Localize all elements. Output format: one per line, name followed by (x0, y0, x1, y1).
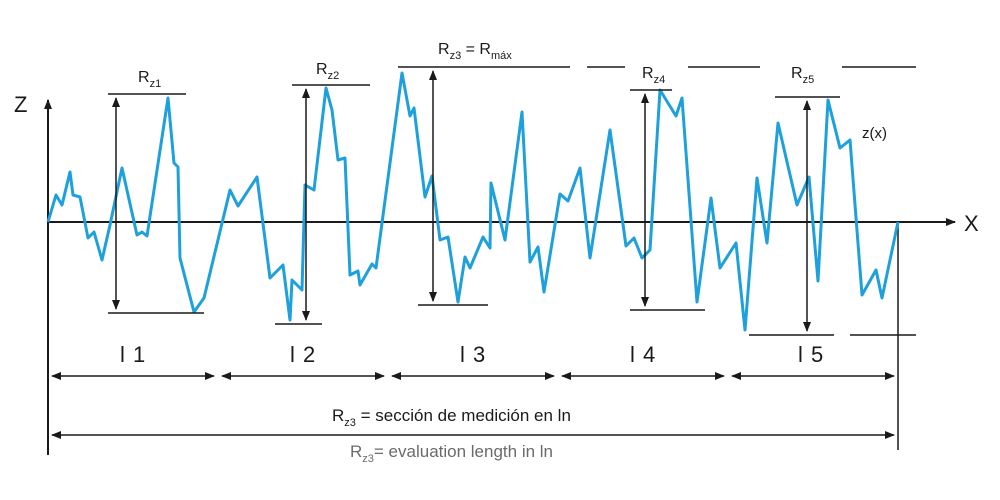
rz1-label: Rz1 (138, 69, 161, 90)
rz3-measure: Rz3 = Rmáx (398, 41, 570, 306)
z-axis-label: Z (14, 92, 27, 117)
x-axis-label: X (964, 211, 979, 236)
caption-english: Rz3= evaluation length in ln (350, 442, 553, 465)
segment-label-2: l 2 (290, 342, 316, 367)
rz4-label: Rz4 (642, 65, 665, 86)
rz4-measure: Rz4 (587, 65, 760, 311)
rz2-measure: Rz2 (275, 61, 370, 325)
rz5-label: Rz5 (791, 65, 814, 86)
segment-label-4: l 4 (630, 342, 656, 367)
segment-label-3: l 3 (460, 342, 486, 367)
rz2-label: Rz2 (316, 61, 339, 82)
roughness-profile-line (46, 71, 900, 332)
rz3-label: Rz3 = Rmáx (438, 41, 512, 62)
segment-label-1: l 1 (120, 342, 146, 367)
rz5-measure: Rz5 (749, 65, 916, 336)
segment-label-5: l 5 (798, 342, 824, 367)
profile-label: z(x) (862, 125, 887, 142)
caption-spanish: Rz3 = sección de medición en ln (332, 406, 571, 429)
rz1-measure: Rz1 (108, 69, 204, 314)
